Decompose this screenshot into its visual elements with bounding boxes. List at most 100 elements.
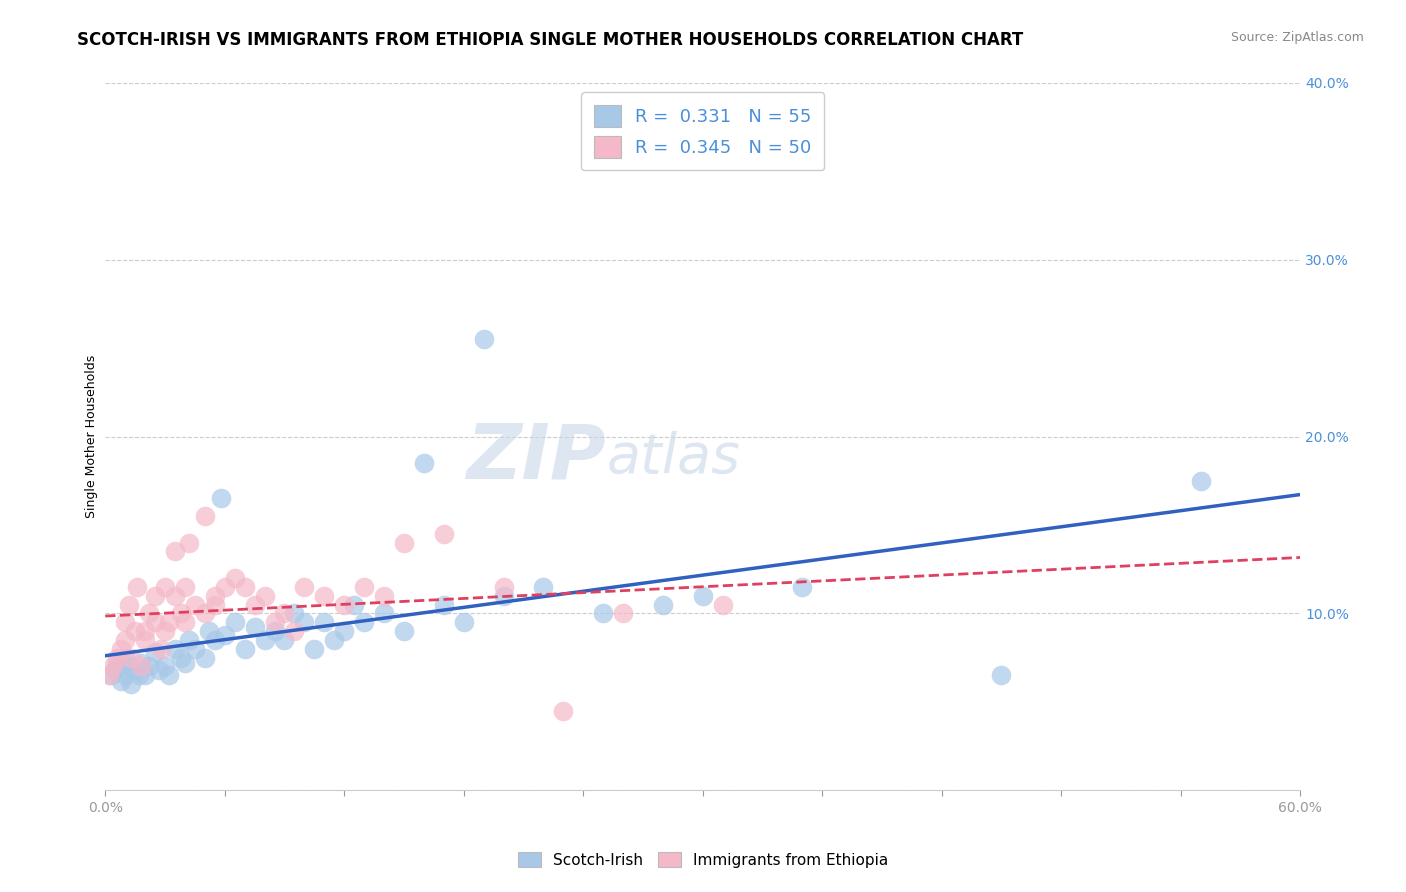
- Point: [453, 615, 475, 630]
- Point: [283, 607, 305, 621]
- Point: [105, 659, 128, 673]
- Point: [209, 491, 232, 506]
- Point: [157, 615, 180, 630]
- Point: [214, 627, 236, 641]
- Point: [204, 589, 226, 603]
- Point: [233, 580, 256, 594]
- Point: [283, 624, 305, 638]
- Point: [692, 589, 714, 603]
- Point: [243, 598, 266, 612]
- Point: [204, 632, 226, 647]
- Point: [114, 615, 136, 630]
- Point: [373, 607, 395, 621]
- Point: [292, 580, 315, 594]
- Point: [143, 645, 166, 659]
- Point: [253, 589, 276, 603]
- Point: [711, 598, 734, 612]
- Point: [105, 650, 128, 665]
- Point: [129, 656, 152, 670]
- Point: [263, 615, 285, 630]
- Point: [314, 589, 336, 603]
- Point: [163, 589, 186, 603]
- Point: [184, 598, 207, 612]
- Point: [134, 668, 156, 682]
- Point: [177, 535, 200, 549]
- Point: [98, 668, 121, 682]
- Point: [343, 598, 366, 612]
- Point: [103, 659, 125, 673]
- Point: [392, 624, 415, 638]
- Point: [118, 659, 141, 673]
- Point: [100, 668, 122, 682]
- Point: [243, 620, 266, 634]
- Point: [204, 598, 226, 612]
- Point: [124, 624, 146, 638]
- Point: [153, 659, 176, 673]
- Point: [292, 615, 315, 630]
- Point: [170, 607, 193, 621]
- Point: [143, 589, 166, 603]
- Point: [253, 632, 276, 647]
- Point: [143, 615, 166, 630]
- Point: [163, 544, 186, 558]
- Point: [129, 659, 152, 673]
- Point: [138, 607, 160, 621]
- Point: [333, 624, 356, 638]
- Point: [174, 615, 197, 630]
- Point: [124, 663, 146, 677]
- Point: [120, 650, 142, 665]
- Point: [433, 526, 456, 541]
- Point: [157, 668, 180, 682]
- Text: atlas: atlas: [607, 431, 741, 484]
- Point: [110, 641, 132, 656]
- Point: [194, 607, 217, 621]
- Point: [492, 589, 515, 603]
- Point: [233, 641, 256, 656]
- Point: [153, 580, 176, 594]
- Point: [120, 677, 142, 691]
- Point: [114, 650, 136, 665]
- Text: ZIP: ZIP: [467, 421, 607, 495]
- Point: [651, 598, 673, 612]
- Point: [114, 632, 136, 647]
- Point: [263, 624, 285, 638]
- Point: [792, 580, 814, 594]
- Point: [150, 641, 173, 656]
- Point: [472, 332, 495, 346]
- Point: [392, 535, 415, 549]
- Point: [184, 641, 207, 656]
- Point: [353, 580, 375, 594]
- Point: [314, 615, 336, 630]
- Point: [153, 624, 176, 638]
- Point: [194, 650, 217, 665]
- Point: [373, 589, 395, 603]
- Point: [170, 650, 193, 665]
- Point: [333, 598, 356, 612]
- Point: [127, 580, 149, 594]
- Point: [224, 571, 246, 585]
- Point: [148, 663, 170, 677]
- Point: [177, 632, 200, 647]
- Point: [531, 580, 554, 594]
- Point: [612, 607, 634, 621]
- Point: [990, 668, 1012, 682]
- Point: [138, 659, 160, 673]
- Point: [492, 580, 515, 594]
- Point: [118, 598, 141, 612]
- Point: [174, 580, 197, 594]
- Point: [214, 580, 236, 594]
- Point: [224, 615, 246, 630]
- Legend: R =  0.331   N = 55, R =  0.345   N = 50: R = 0.331 N = 55, R = 0.345 N = 50: [581, 92, 824, 170]
- Point: [163, 641, 186, 656]
- Point: [198, 624, 221, 638]
- Point: [304, 641, 326, 656]
- Point: [114, 668, 136, 682]
- Point: [323, 632, 346, 647]
- Point: [1189, 474, 1212, 488]
- Point: [433, 598, 456, 612]
- Legend: Scotch-Irish, Immigrants from Ethiopia: Scotch-Irish, Immigrants from Ethiopia: [510, 844, 896, 875]
- Point: [104, 663, 127, 677]
- Y-axis label: Single Mother Households: Single Mother Households: [86, 355, 98, 518]
- Point: [353, 615, 375, 630]
- Text: SCOTCH-IRISH VS IMMIGRANTS FROM ETHIOPIA SINGLE MOTHER HOUSEHOLDS CORRELATION CH: SCOTCH-IRISH VS IMMIGRANTS FROM ETHIOPIA…: [77, 31, 1024, 49]
